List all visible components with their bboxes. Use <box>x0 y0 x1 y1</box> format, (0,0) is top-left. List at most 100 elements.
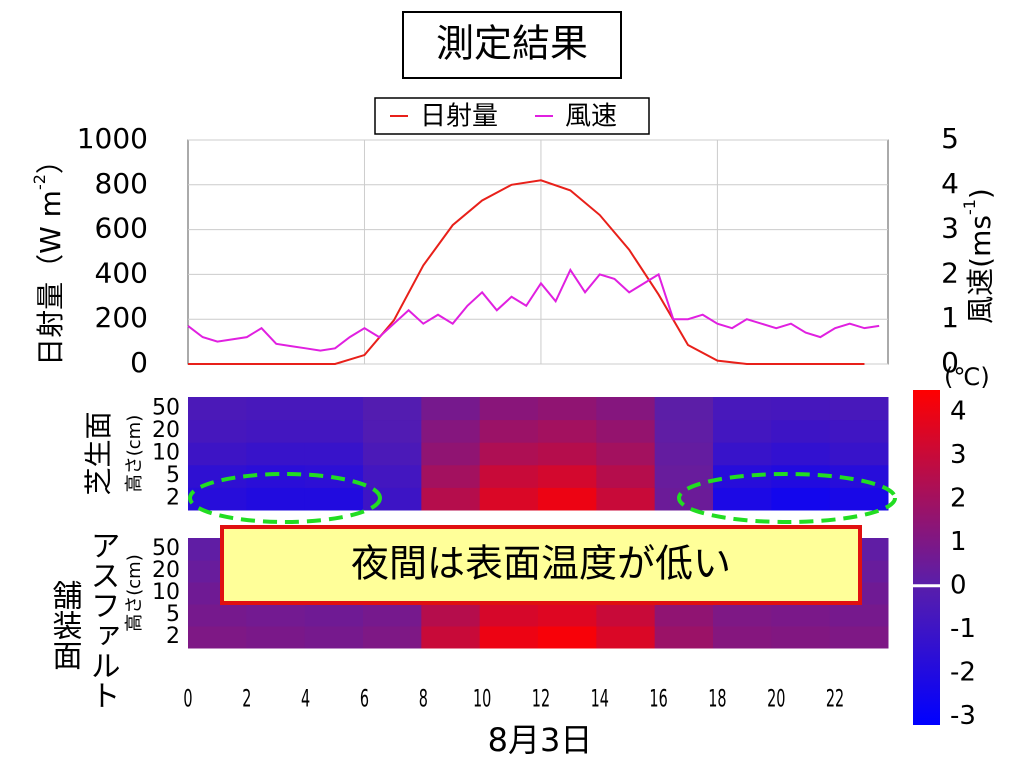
height-label: 高さ(cm) <box>124 554 145 631</box>
height-tick-label: 2 <box>166 486 180 511</box>
heat-cell <box>713 397 772 421</box>
y-axis-label-part: ） <box>34 146 67 174</box>
heat-cell <box>363 626 422 649</box>
y2-tick-label: 5 <box>941 122 959 155</box>
heat-cell <box>713 487 772 511</box>
highlight-ellipse <box>188 472 382 524</box>
legend-label: 日射量 <box>420 102 498 132</box>
series-line <box>188 179 865 365</box>
heat-cell <box>421 397 481 421</box>
heat-cell <box>479 487 539 511</box>
heat-cell <box>246 397 306 421</box>
y-tick-label: 600 <box>95 212 148 245</box>
heat-cell <box>538 397 597 421</box>
heat-cell <box>479 626 539 649</box>
x-tick-label: 2 <box>242 685 251 713</box>
heat-cell <box>304 442 364 466</box>
heat-cell <box>771 419 831 443</box>
height-tick-label: 10 <box>152 441 180 466</box>
heat-cell <box>654 487 714 511</box>
highlight-ellipse <box>677 472 897 524</box>
height-tick-label: 50 <box>152 395 180 420</box>
x-axis-label: 8月3日 <box>488 721 593 759</box>
x-tick-label: 14 <box>591 685 609 713</box>
y-tick-label: 400 <box>95 256 148 289</box>
heat-cell <box>713 626 772 649</box>
heat-cell <box>829 487 889 511</box>
heat-cell <box>538 604 597 627</box>
heat-cell <box>771 442 831 466</box>
legend-label: 風速 <box>565 102 617 132</box>
heat-cell <box>771 397 831 421</box>
heat-cell <box>188 487 247 511</box>
x-tick-label: 4 <box>301 685 310 713</box>
heat-cell <box>363 604 422 627</box>
y2-tick-label: 0 <box>941 346 959 379</box>
y2-tick-label: 1 <box>941 301 959 334</box>
y-tick-label: 0 <box>130 346 148 379</box>
heat-cell <box>713 419 772 443</box>
x-tick-label: 0 <box>183 685 192 713</box>
y2-axis-label-part: ) <box>964 188 997 199</box>
heat-cell <box>479 464 539 488</box>
height-tick-label: 20 <box>152 418 180 443</box>
heat-cell <box>713 442 772 466</box>
heat-cell <box>771 464 831 488</box>
colorbar-tick-label: 3 <box>950 440 967 470</box>
y-axis-label-part: -2 <box>30 174 49 190</box>
height-tick-label: 50 <box>152 536 180 561</box>
y2-tick-label: 4 <box>941 167 959 200</box>
heat-cell <box>421 442 481 466</box>
heat-cell <box>304 604 364 627</box>
colorbar <box>913 390 940 725</box>
heat-cell <box>713 604 772 627</box>
colorbar-tick-label: -2 <box>950 657 976 687</box>
heat-cell <box>246 419 306 443</box>
heat-cell <box>829 604 889 627</box>
heat-cell <box>421 604 481 627</box>
surface-label: 舗装面 <box>47 580 83 670</box>
y2-axis-label-part: 風速(ms <box>964 215 997 324</box>
surface-label: アスファルト <box>85 530 120 710</box>
heat-cell <box>188 442 247 466</box>
y-axis-label-part: 日射量（W m <box>34 190 67 366</box>
heat-cell <box>829 464 889 488</box>
y-tick-label: 800 <box>95 167 148 200</box>
x-tick-label: 6 <box>360 685 369 713</box>
heat-cell <box>596 626 656 649</box>
colorbar-tick-label: 4 <box>950 396 967 426</box>
heat-cell <box>538 442 597 466</box>
heat-cell <box>771 604 831 627</box>
heat-cell <box>538 419 597 443</box>
colorbar-tick-label: -1 <box>950 614 976 644</box>
heat-cell <box>654 419 714 443</box>
heat-cell <box>421 464 481 488</box>
heat-cell <box>479 419 539 443</box>
heat-cell <box>596 442 656 466</box>
annotation-box <box>220 525 862 605</box>
x-tick-label: 20 <box>767 685 785 713</box>
heat-cell <box>363 397 422 421</box>
heat-cell <box>596 487 656 511</box>
heat-cell <box>596 397 656 421</box>
surface-label: 芝生面 <box>82 411 115 495</box>
heat-cell <box>421 419 481 443</box>
y-axis-label: 日射量（W m-2） <box>30 146 68 366</box>
heat-cell <box>538 626 597 649</box>
heat-cell <box>479 604 539 627</box>
height-label: 高さ(cm) <box>124 415 145 492</box>
heat-cell <box>363 419 422 443</box>
y2-axis-label: 風速(ms-1) <box>960 188 998 324</box>
chart-title: 測定結果 <box>436 22 588 66</box>
height-tick-label: 20 <box>152 558 180 583</box>
x-tick-label: 12 <box>532 685 550 713</box>
legend-box <box>374 97 650 135</box>
heat-cell <box>596 419 656 443</box>
series-line <box>187 267 880 352</box>
heat-cell <box>596 464 656 488</box>
colorbar-tick-label: 0 <box>950 570 967 600</box>
y-tick-label: 200 <box>95 301 148 334</box>
heat-cell <box>304 419 364 443</box>
heat-cell <box>188 626 247 649</box>
